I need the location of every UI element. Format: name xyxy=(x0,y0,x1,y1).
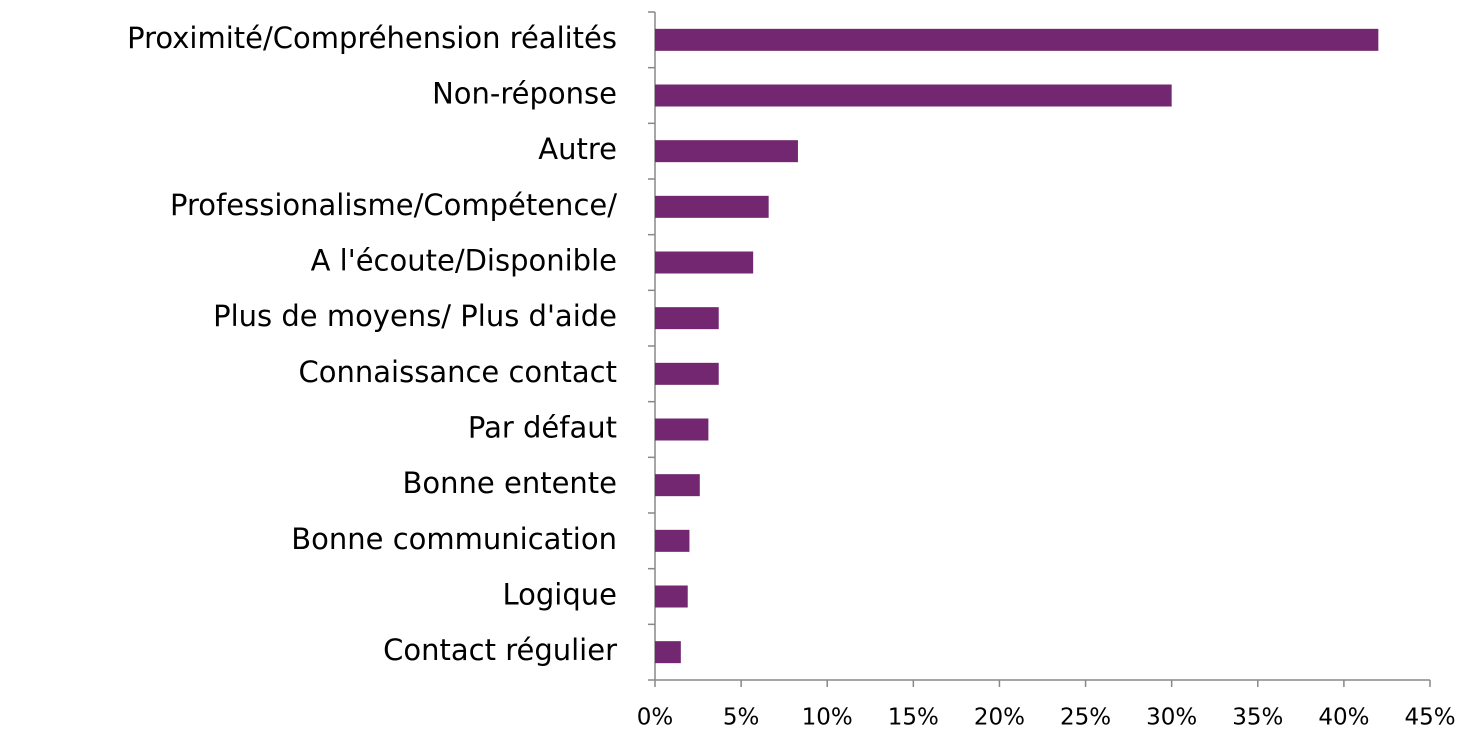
x-tick-label: 35% xyxy=(1232,705,1283,730)
y-tick-label: Contact régulier xyxy=(383,633,617,667)
x-tick-label: 30% xyxy=(1146,705,1197,730)
y-tick-label: Non-réponse xyxy=(432,77,617,111)
bar xyxy=(655,251,754,274)
x-tick-label: 5% xyxy=(723,705,760,730)
y-tick-label: Bonne communication xyxy=(291,522,617,556)
y-tick-label: Proximité/Compréhension réalités xyxy=(127,21,617,55)
bar xyxy=(655,474,700,497)
bar xyxy=(655,362,719,385)
x-tick-label: 10% xyxy=(802,705,853,730)
bar xyxy=(655,641,681,664)
x-tick-label: 15% xyxy=(888,705,939,730)
y-tick-label: A l'écoute/Disponible xyxy=(311,244,617,278)
bar xyxy=(655,84,1172,107)
y-tick-label: Autre xyxy=(538,132,617,166)
y-tick-label: Plus de moyens/ Plus d'aide xyxy=(213,299,617,333)
bar xyxy=(655,195,769,218)
bar xyxy=(655,307,719,330)
y-tick-label: Logique xyxy=(503,578,618,612)
bar xyxy=(655,585,688,608)
y-tick-label: Par défaut xyxy=(468,411,617,445)
x-tick-label: 40% xyxy=(1318,705,1369,730)
bar xyxy=(655,418,709,441)
bar xyxy=(655,140,798,163)
x-tick-label: 0% xyxy=(637,705,674,730)
x-tick-label: 25% xyxy=(1060,705,1111,730)
y-tick-label: Professionalisme/Compétence/ xyxy=(170,188,617,222)
x-tick-label: 20% xyxy=(974,705,1025,730)
y-tick-label: Bonne entente xyxy=(403,466,617,500)
bar xyxy=(655,28,1379,51)
x-tick-label: 45% xyxy=(1404,705,1455,730)
y-tick-label: Connaissance contact xyxy=(299,355,617,389)
bar xyxy=(655,529,690,552)
